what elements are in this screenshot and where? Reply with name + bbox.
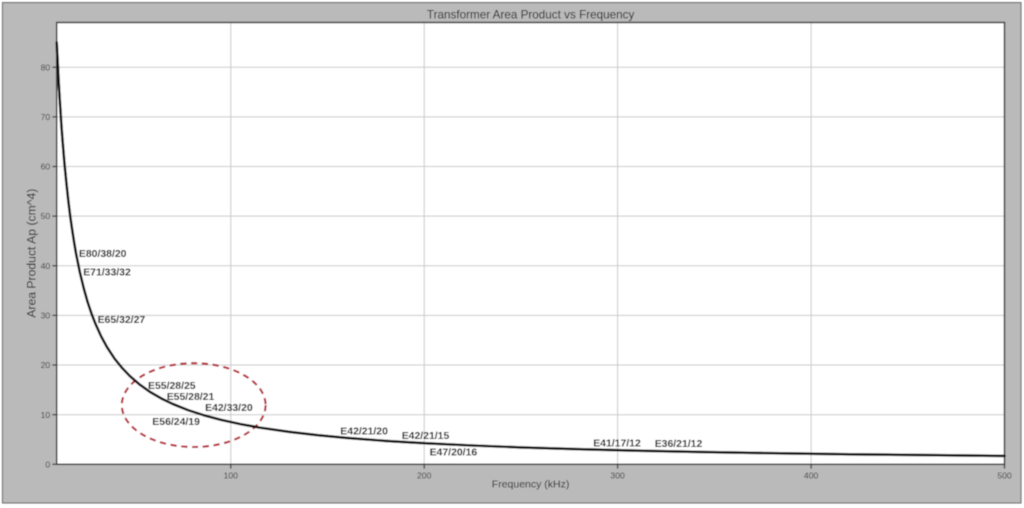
svg-text:E42/21/20: E42/21/20 (340, 426, 388, 437)
svg-text:Frequency (kHz): Frequency (kHz) (492, 479, 570, 491)
svg-text:Area Product Ap (cm^4): Area Product Ap (cm^4) (25, 189, 39, 318)
svg-text:E71/33/32: E71/33/32 (83, 267, 131, 278)
svg-text:10: 10 (41, 410, 51, 420)
svg-text:30: 30 (41, 311, 51, 321)
svg-text:300: 300 (610, 471, 625, 481)
svg-text:50: 50 (41, 211, 51, 221)
svg-text:E42/21/15: E42/21/15 (402, 431, 450, 442)
svg-text:20: 20 (41, 360, 51, 370)
svg-text:E80/38/20: E80/38/20 (79, 249, 127, 260)
svg-text:40: 40 (41, 261, 51, 271)
svg-text:E56/24/19: E56/24/19 (152, 417, 200, 428)
svg-text:E47/20/16: E47/20/16 (430, 447, 478, 458)
svg-text:60: 60 (41, 162, 51, 172)
svg-text:80: 80 (41, 62, 51, 72)
svg-text:E36/21/12: E36/21/12 (655, 439, 703, 450)
svg-text:E55/28/25: E55/28/25 (148, 381, 196, 392)
svg-text:E55/28/21: E55/28/21 (167, 392, 215, 403)
svg-text:E65/32/27: E65/32/27 (98, 315, 146, 326)
svg-text:E41/17/12: E41/17/12 (593, 439, 641, 450)
svg-text:200: 200 (417, 471, 432, 481)
svg-text:500: 500 (997, 471, 1012, 481)
svg-text:0: 0 (45, 459, 50, 469)
svg-text:100: 100 (224, 471, 239, 481)
svg-text:400: 400 (804, 471, 819, 481)
svg-text:E42/33/20: E42/33/20 (205, 403, 253, 414)
svg-text:Transformer Area Product vs Fr: Transformer Area Product vs Frequency (427, 9, 635, 22)
svg-text:70: 70 (41, 112, 51, 122)
